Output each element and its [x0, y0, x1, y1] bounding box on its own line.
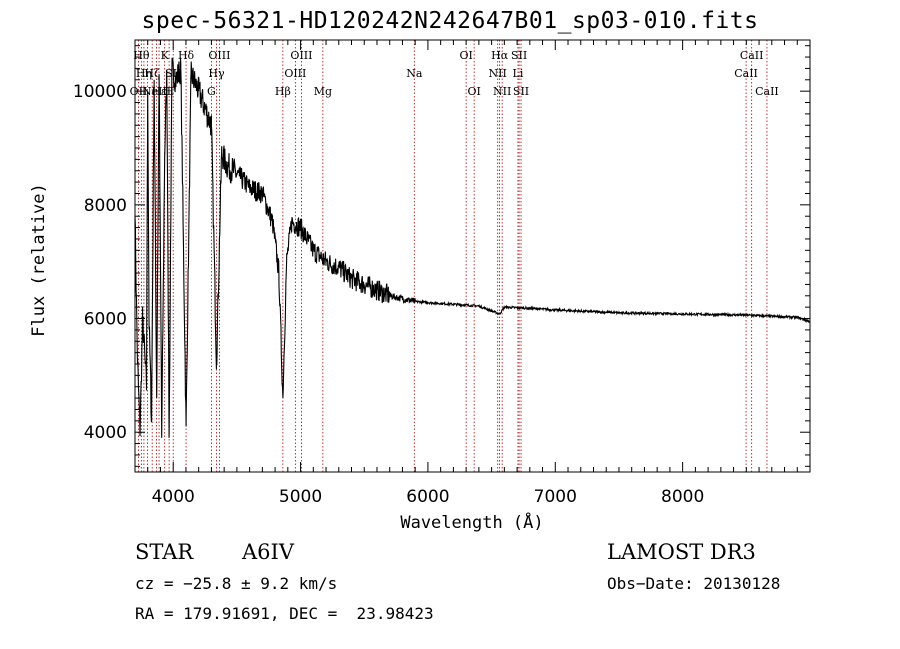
line-label: SII — [513, 85, 529, 98]
line-label: Hθ — [133, 49, 150, 62]
x-tick-label: 4000 — [152, 487, 195, 507]
axis-ticks: 4000 5000 6000 7000 8000 4000 6000 8000 10000 — [73, 40, 810, 507]
y-tick-label: 8000 — [84, 196, 127, 216]
page-title: spec-56321-HD120242N242647B01_sp03-010.f… — [141, 8, 759, 34]
x-tick-label: 6000 — [406, 487, 449, 507]
object-subclass: A6IV — [242, 540, 294, 564]
line-label: G — [207, 85, 216, 98]
line-label: OII — [130, 85, 148, 98]
spectrum-line — [134, 57, 811, 438]
line-label: K — [161, 49, 170, 62]
survey-name: LAMOST DR3 — [607, 540, 756, 564]
line-label: Hη — [136, 67, 152, 80]
object-class: STAR — [135, 540, 194, 564]
line-label: OIII — [284, 67, 306, 80]
line-label: Mg — [314, 85, 332, 98]
line-label: CaII — [755, 85, 779, 98]
y-tick-label: 6000 — [84, 310, 127, 330]
line-label: Li — [513, 67, 524, 80]
line-label: Hγ — [208, 67, 225, 80]
line-label: Na — [406, 67, 423, 80]
line-label: Hβ — [275, 85, 291, 98]
line-label: NeIII — [142, 85, 171, 98]
y-tick-label: 10000 — [73, 82, 127, 102]
line-label: SII — [165, 67, 181, 80]
line-label: H — [164, 85, 174, 98]
line-label: SII — [511, 49, 527, 62]
line-label: OI — [459, 49, 472, 62]
line-label: NII — [489, 67, 507, 80]
line-label: OIII — [208, 49, 230, 62]
line-label: CaII — [734, 67, 758, 80]
y-tick-label: 4000 — [84, 423, 127, 443]
observation-date: Obs−Date: 20130128 — [607, 574, 781, 593]
x-tick-label: 7000 — [534, 487, 577, 507]
line-label: OI — [467, 85, 480, 98]
line-label: Hε — [151, 85, 167, 98]
plot-frame — [134, 39, 811, 473]
line-label: Hδ — [178, 49, 195, 62]
line-label: CaII — [740, 49, 764, 62]
redshift-cz: cz = −25.8 ± 9.2 km/s — [135, 574, 338, 593]
x-tick-label: 8000 — [661, 487, 704, 507]
x-axis-label: Wavelength (Å) — [400, 511, 543, 533]
x-tick-label: 5000 — [279, 487, 322, 507]
emission-line-markers — [138, 40, 768, 472]
y-axis-label: Flux (relative) — [29, 183, 49, 337]
line-label: OIII — [290, 49, 312, 62]
line-label: NII — [493, 85, 511, 98]
line-label: Hζ — [144, 67, 160, 80]
coordinates: RA = 179.91691, DEC = 23.98423 — [135, 604, 434, 623]
line-label: Hα — [491, 49, 509, 62]
